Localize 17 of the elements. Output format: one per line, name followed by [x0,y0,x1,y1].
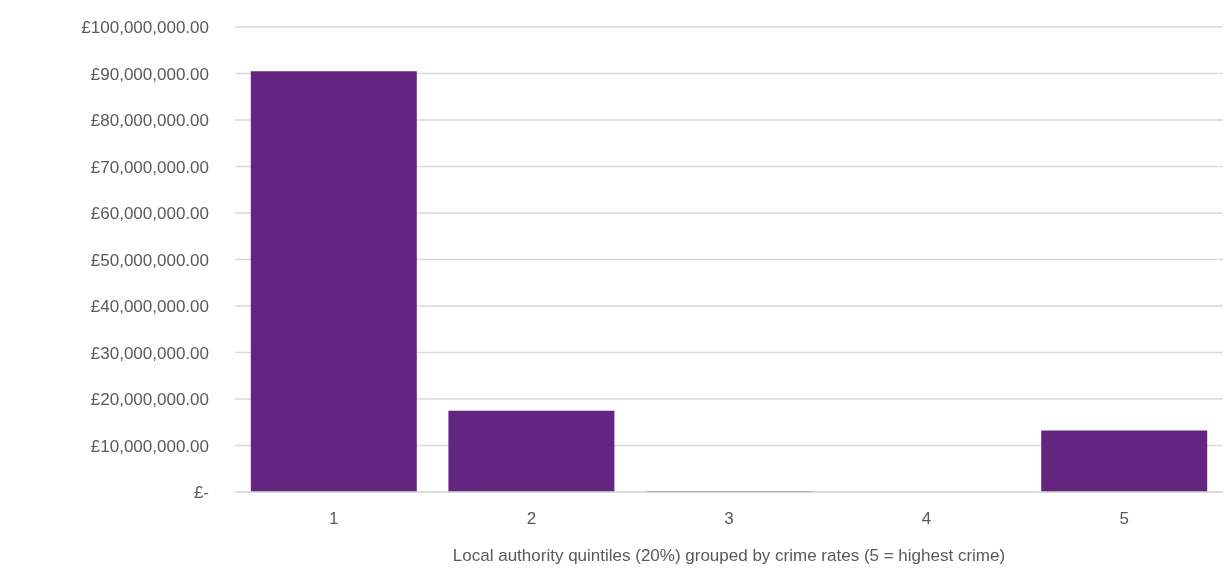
y-tick-label: £60,000,000.00 [90,204,209,224]
y-tick-label: £- [193,483,209,503]
y-tick-label: £40,000,000.00 [90,297,209,317]
y-tick-label: £100,000,000.00 [81,18,209,38]
x-tick-label: 5 [1119,509,1129,529]
y-tick-label: £80,000,000.00 [90,111,209,131]
x-tick-label: 3 [724,509,734,529]
x-tick-label: 2 [526,509,537,529]
y-tick-label: £20,000,000.00 [90,390,209,410]
x-axis-title: Local authority quintiles (20%) grouped by crime rates (5 = highest crime) [452,546,1006,565]
y-tick-label: £30,000,000.00 [90,343,209,363]
y-tick-label: £90,000,000.00 [90,64,209,84]
x-tick-label: 4 [921,509,932,529]
y-tick-label: £50,000,000.00 [90,250,209,270]
y-tick-label: £70,000,000.00 [90,157,209,177]
y-tick-label: £10,000,000.00 [90,436,209,456]
x-tick-label: 1 [329,509,339,529]
